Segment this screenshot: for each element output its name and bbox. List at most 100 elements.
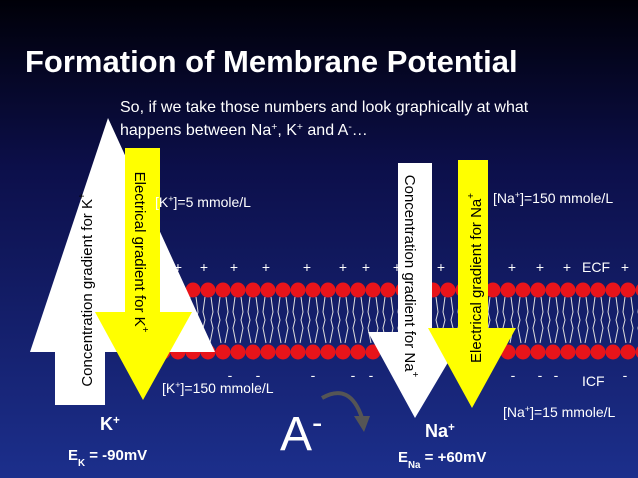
lipid-head [365,282,381,298]
lipid-tail [592,296,597,344]
lipid-tail [524,296,529,344]
compartment-label: ECF [582,259,610,275]
negative-charge: - [351,367,356,383]
lipid-tail [547,296,552,344]
concentration-label-part: + [525,404,530,414]
curved-arrow [321,391,364,419]
gradient-label: Concentration gradient for Na+ [401,175,420,378]
concentration-label-part: [K [162,380,176,396]
intro-line-part: … [352,122,368,139]
concentration-label: [Na+]=150 mmole/L [493,190,613,206]
gradient-label-part: Concentration gradient for K [79,199,96,387]
negative-charge: - [538,367,543,383]
intro-line: So, if we take those numbers and look gr… [120,99,529,116]
lipid-tail [584,296,589,344]
slide-title: Formation of Membrane Potential [25,44,518,79]
positive-charge: + [303,259,311,275]
gradient-label-part: Electrical gradient for K [131,172,148,327]
k-electrical-arrow [95,148,192,400]
lipid-tail [532,296,537,344]
negative-charge: - [554,367,559,383]
lipid-head [485,282,501,298]
concentration-label-part: [Na [493,190,515,206]
ion-label-part: Na [425,421,449,441]
lipid-head [530,282,546,298]
intro-line-part: and A [303,122,349,139]
gradient-label: Electrical gradient for Na+ [466,193,485,363]
compartment-label-part: ECF [582,259,610,275]
lipid-head [245,344,261,360]
lipid-tail [314,296,319,344]
intro-line-part: + [297,122,303,133]
lipid-head [200,282,216,298]
potential-label-part: K [78,458,85,469]
lipid-tail [254,296,259,344]
lipid-tail [344,296,349,344]
lipid-head [635,284,638,296]
gradient-label: Electrical gradient for K+ [131,172,150,333]
negative-charge: - [228,367,233,383]
lipid-tail [622,296,627,344]
positive-charge: + [536,259,544,275]
lipid-head [605,344,621,360]
concentration-label-part: [Na [503,404,525,420]
positive-charge: + [230,259,238,275]
lipid-tail [217,296,222,344]
concentration-label-part: [K [155,194,169,210]
intro-line: happens between Na+, K+ and A-… [120,122,368,140]
lipid-tail [224,296,229,344]
potential-label-part: = -90mV [85,447,147,464]
gradient-label: Concentration gradient for K+ [77,193,96,387]
lipid-tail [539,296,544,344]
lipid-tail [239,296,244,344]
positive-charge: + [174,259,182,275]
lipid-head [185,282,201,298]
lipid-tail [614,296,619,344]
lipid-head [500,282,516,298]
lipid-head [620,344,636,360]
lipid-tail [554,296,559,344]
lipid-tail [629,296,634,344]
positive-charge: + [262,259,270,275]
na-concentration-arrow [368,163,466,418]
concentration-label-part: ]=15 mmole/L [530,404,615,420]
lipid-tail [262,296,267,344]
compartment-label: ICF [582,373,605,389]
intro-line-part: So, if we take those numbers and look gr… [120,99,529,116]
lipid-head [560,344,576,360]
positive-charge: + [339,259,347,275]
negative-charge: - [311,367,316,383]
lipid-tail [209,296,214,344]
lipid-head [305,344,321,360]
lipid-head [275,344,291,360]
lipid-head [545,344,561,360]
negative-charge: - [511,367,516,383]
concentration-label-part: ]=150 mmole/L [520,190,613,206]
concentration-label-part: + [168,194,173,204]
positive-charge: + [200,259,208,275]
curved-arrow-head [354,416,370,432]
intro-line-part: happens between Na [120,122,271,139]
lipid-head [230,344,246,360]
lipid-tail [232,296,237,344]
positive-charge: + [621,259,629,275]
ion-label-part: K [100,414,113,434]
ion-label-part: - [312,405,322,440]
lipid-head [545,282,561,298]
compartment-label-part: ICF [582,373,605,389]
concentration-label-part: + [175,380,180,390]
lipid-head [560,282,576,298]
lipid-tail [284,296,289,344]
ion-label-part: + [448,421,455,434]
lipid-tail [322,296,327,344]
concentration-label-part: ]=150 mmole/L [181,380,274,396]
lipid-head [245,282,261,298]
lipid-head [515,344,531,360]
ion-label: Na+ [425,421,455,442]
lipid-tail [352,296,357,344]
lipid-head [440,282,456,298]
lipid-tail [569,296,574,344]
lipid-head [335,282,351,298]
lipid-head [605,282,621,298]
